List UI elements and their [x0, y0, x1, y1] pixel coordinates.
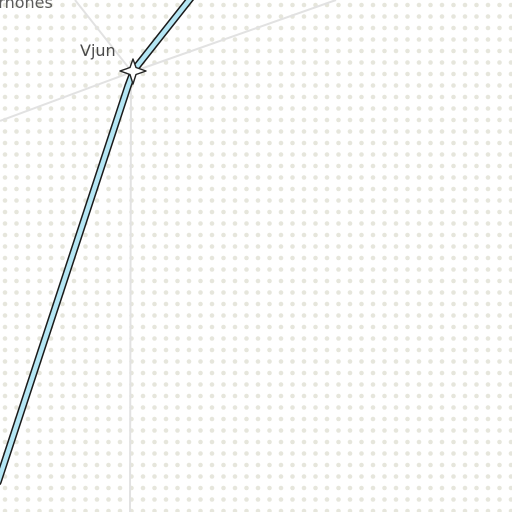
minor-roads: [0, 0, 337, 512]
road-northeast: [131, 0, 337, 73]
place-label-vjun[interactable]: Vjun: [80, 41, 116, 60]
road-south: [129, 77, 132, 512]
road-northwest: [74, 0, 133, 73]
star-marker-icon[interactable]: [119, 58, 147, 85]
road-west: [0, 71, 133, 122]
place-label-partial: rrnones: [0, 0, 53, 12]
